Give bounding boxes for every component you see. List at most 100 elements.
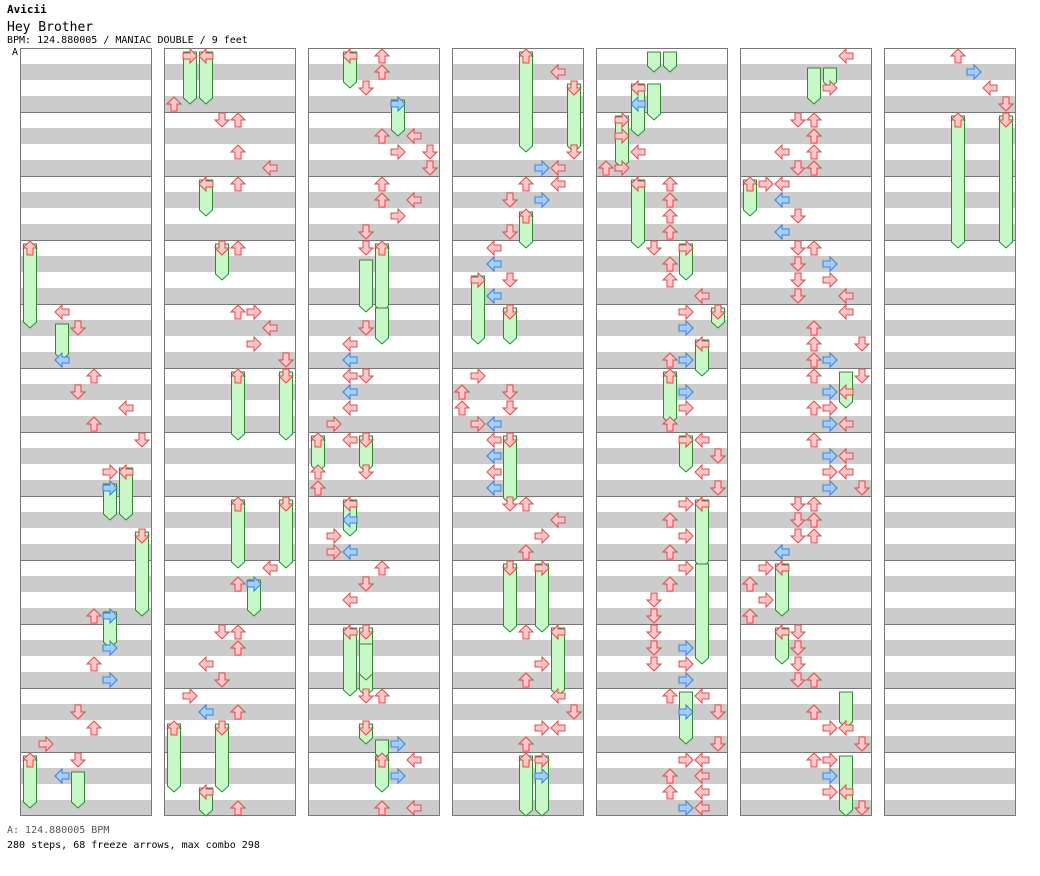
step-arrow — [342, 623, 358, 641]
step-arrow — [342, 351, 358, 369]
step-arrow — [774, 623, 790, 641]
beat-stripe — [164, 800, 296, 816]
step-arrow — [630, 143, 646, 161]
step-arrow — [38, 735, 54, 753]
beat-stripe — [452, 512, 584, 528]
step-arrow — [630, 175, 646, 193]
step-arrow — [213, 112, 231, 128]
beat-stripe — [884, 608, 1016, 624]
freeze-arrow — [135, 531, 149, 617]
beat-stripe — [884, 160, 1016, 176]
beat-stripe — [596, 384, 728, 400]
step-arrow — [501, 384, 519, 400]
step-arrow — [758, 175, 774, 193]
beat-stripe — [452, 736, 584, 752]
step-arrow — [550, 511, 566, 529]
beat-stripe — [164, 480, 296, 496]
step-arrow — [54, 303, 70, 321]
step-arrow — [822, 719, 838, 737]
freeze-arrow — [215, 723, 229, 793]
step-arrow — [198, 175, 214, 193]
beat-stripe — [452, 800, 584, 816]
beat-stripe — [452, 224, 584, 240]
step-arrow — [661, 352, 679, 368]
beat-stripe — [452, 352, 584, 368]
step-arrow — [805, 144, 823, 160]
beat-stripe — [884, 64, 1016, 80]
beat-stripe — [308, 512, 440, 528]
beat-stripe — [20, 384, 152, 400]
step-arrow — [453, 400, 471, 416]
freeze-arrow — [695, 563, 709, 665]
step-arrow — [694, 687, 710, 705]
step-arrow — [501, 224, 519, 240]
step-arrow — [69, 320, 87, 336]
step-arrow — [213, 240, 231, 256]
step-arrow — [838, 287, 854, 305]
step-arrow — [789, 240, 807, 256]
beat-stripe — [452, 768, 584, 784]
step-arrow — [501, 192, 519, 208]
beat-stripe — [308, 320, 440, 336]
freeze-arrow — [183, 51, 197, 105]
step-arrow — [373, 64, 391, 80]
step-arrow — [517, 624, 535, 640]
beat-stripe — [740, 288, 872, 304]
step-arrow — [853, 736, 871, 752]
step-arrow — [357, 464, 375, 480]
beat-stripe — [164, 672, 296, 688]
step-arrow — [661, 272, 679, 288]
freeze-arrow — [519, 755, 533, 817]
step-arrow — [198, 703, 214, 721]
beat-stripe — [740, 256, 872, 272]
beat-stripe — [740, 64, 872, 80]
step-arrow — [614, 159, 630, 177]
beat-stripe — [596, 224, 728, 240]
step-arrow — [357, 720, 375, 736]
step-arrow — [470, 367, 486, 385]
step-arrow — [678, 703, 694, 721]
step-arrow — [326, 527, 342, 545]
step-arrow — [694, 463, 710, 481]
beat-stripe — [308, 64, 440, 80]
beat-stripe — [452, 448, 584, 464]
beat-stripe — [452, 704, 584, 720]
step-arrow — [534, 751, 550, 769]
step-arrow — [390, 143, 406, 161]
step-arrow — [822, 751, 838, 769]
beat-stripe — [740, 192, 872, 208]
step-arrow — [118, 399, 134, 417]
step-arrow — [678, 239, 694, 257]
step-arrow — [229, 624, 247, 640]
step-arrow — [678, 431, 694, 449]
beat-stripe — [20, 448, 152, 464]
step-arrow — [789, 528, 807, 544]
beat-stripe — [596, 192, 728, 208]
step-arrow — [805, 752, 823, 768]
beat-stripe — [452, 96, 584, 112]
beat-stripe — [20, 640, 152, 656]
step-arrow — [709, 736, 727, 752]
step-arrow — [661, 176, 679, 192]
step-arrow — [277, 368, 295, 384]
freeze-arrow — [199, 179, 213, 217]
step-arrow — [262, 159, 278, 177]
chart-meta: BPM: 124.880005 / MANIAC DOUBLE / 9 feet — [7, 35, 248, 46]
step-arrow — [694, 799, 710, 817]
step-arrow — [822, 783, 838, 801]
beat-stripe — [740, 352, 872, 368]
beat-stripe — [884, 448, 1016, 464]
step-arrow — [678, 495, 694, 513]
step-arrow — [357, 432, 375, 448]
step-arrow — [741, 176, 759, 192]
step-arrow — [390, 207, 406, 225]
step-arrow — [309, 480, 327, 496]
step-arrow — [373, 752, 391, 768]
step-arrow — [661, 688, 679, 704]
step-arrow — [645, 656, 663, 672]
step-arrow — [486, 447, 502, 465]
step-arrow — [486, 479, 502, 497]
step-arrow — [678, 383, 694, 401]
step-arrow — [614, 111, 630, 129]
